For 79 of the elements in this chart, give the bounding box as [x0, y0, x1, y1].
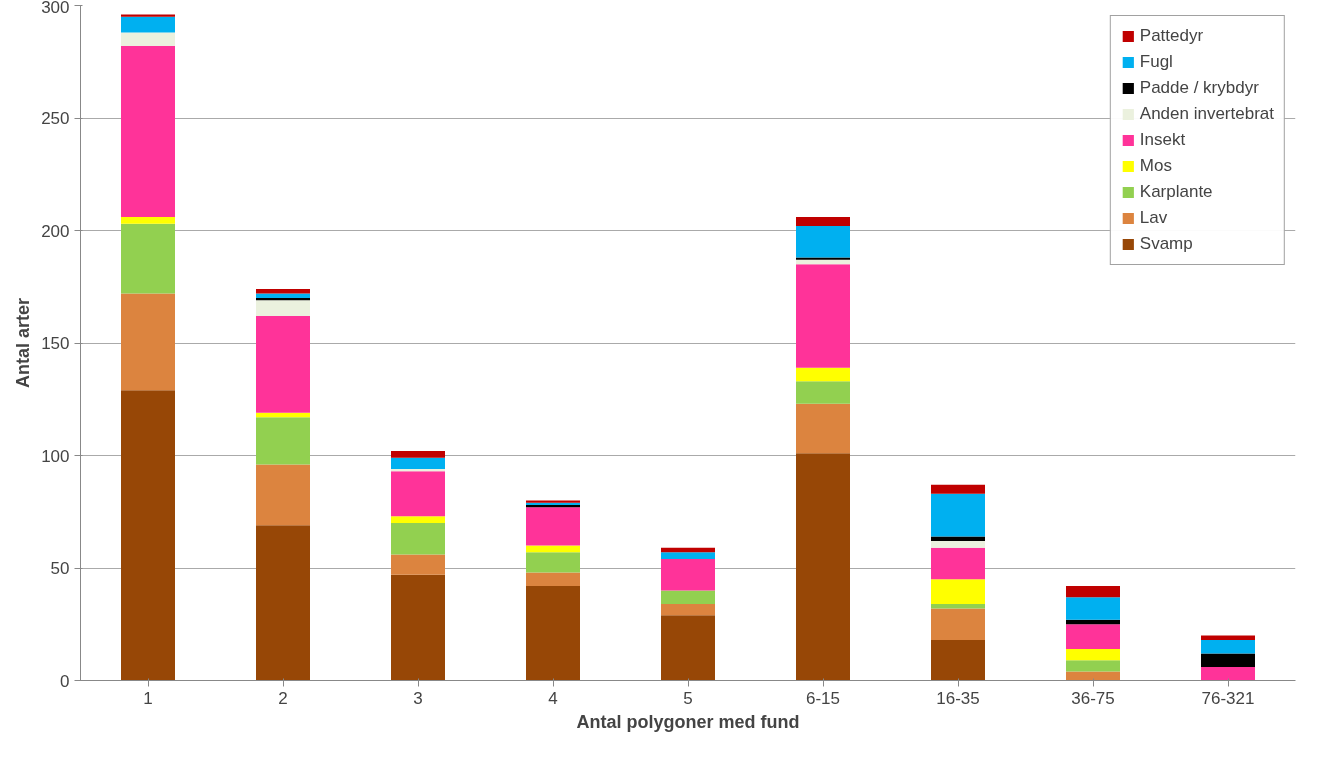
bar	[1066, 660, 1120, 672]
bar	[1066, 649, 1120, 661]
x-tick-label: 3	[413, 688, 423, 708]
legend-label: Insekt	[1139, 130, 1186, 150]
bar	[526, 552, 580, 573]
bar	[796, 453, 850, 681]
bar	[526, 586, 580, 681]
bar	[931, 579, 985, 604]
x-tick-label: 6-15	[805, 688, 841, 708]
x-tick-label: 1	[143, 688, 153, 708]
legend-label: Lav	[1139, 208, 1168, 228]
bar	[256, 464, 310, 526]
bar	[256, 300, 310, 316]
bar	[796, 403, 850, 454]
bar	[121, 217, 175, 224]
y-tick-label: 50	[50, 559, 70, 578]
y-tick-label: 100	[41, 446, 70, 466]
bar	[931, 493, 985, 537]
bar	[661, 590, 715, 604]
bar	[391, 574, 445, 681]
bar	[1201, 653, 1255, 667]
bar	[391, 451, 445, 458]
bar	[1066, 586, 1120, 598]
bar	[1066, 624, 1120, 649]
bar	[931, 604, 985, 609]
legend-label: Fugl	[1139, 52, 1173, 72]
bar	[661, 615, 715, 681]
bar	[796, 226, 850, 258]
bar	[121, 390, 175, 681]
x-tick-label: 16-35	[936, 688, 980, 708]
legend-label: Pattedyr	[1139, 26, 1204, 46]
bar	[256, 316, 310, 413]
bar	[931, 547, 985, 580]
x-tick-label: 76-321	[1201, 688, 1255, 708]
bar	[931, 484, 985, 494]
bar	[931, 608, 985, 640]
bar	[661, 552, 715, 559]
legend-label: Karplante	[1139, 182, 1213, 202]
bar	[796, 381, 850, 404]
x-axis-title: Antal polygoner med fund	[576, 711, 800, 732]
bar	[391, 457, 445, 469]
bar	[1066, 597, 1120, 620]
bar	[931, 541, 985, 548]
y-tick-label: 0	[60, 671, 70, 691]
legend-label: Padde / krybdyr	[1139, 78, 1259, 98]
bar	[931, 640, 985, 681]
legend-label: Anden invertebrat	[1139, 104, 1274, 124]
bar	[256, 525, 310, 681]
bar	[121, 46, 175, 217]
bar	[121, 293, 175, 391]
bar	[796, 264, 850, 368]
bar	[121, 16, 175, 33]
bar	[796, 367, 850, 382]
x-tick-label: 4	[548, 688, 558, 708]
bar	[1201, 640, 1255, 654]
bar	[391, 471, 445, 517]
bar	[661, 604, 715, 616]
bar	[391, 523, 445, 555]
y-axis-title: Antal arter	[13, 297, 34, 389]
x-tick-label: 2	[278, 688, 288, 708]
legend-label: Svamp	[1139, 234, 1193, 254]
bar	[526, 507, 580, 546]
bar	[256, 417, 310, 465]
y-tick-label: 250	[41, 109, 70, 128]
y-tick-label: 200	[41, 221, 70, 241]
bar	[1201, 667, 1255, 681]
bar	[391, 516, 445, 523]
x-tick-label: 5	[683, 688, 693, 708]
bar	[121, 32, 175, 46]
x-tick-label: 36-75	[1071, 688, 1115, 708]
y-tick-label: 300	[41, 0, 70, 17]
bar	[796, 217, 850, 226]
legend-label: Mos	[1139, 156, 1172, 176]
bar	[256, 289, 310, 294]
bar	[391, 554, 445, 575]
bar	[121, 223, 175, 294]
y-tick-label: 150	[41, 334, 70, 353]
bar	[661, 559, 715, 591]
bar	[526, 572, 580, 586]
